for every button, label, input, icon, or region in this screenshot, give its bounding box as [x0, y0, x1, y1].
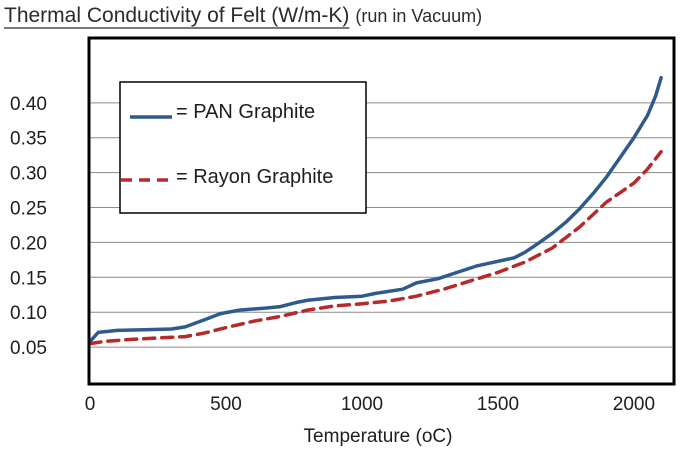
y-tick-label: 0.20 [10, 233, 47, 254]
y-tick-label: 0.05 [10, 338, 47, 359]
series-line-rayon-graphite [88, 149, 663, 346]
chart-subtitle: (run in Vacuum) [355, 6, 482, 26]
x-tick-labels: 0 500 1000 1500 2000 [85, 394, 655, 415]
series-layer [88, 75, 663, 346]
x-tick-label: 2000 [613, 394, 655, 415]
y-tick-label: 0.40 [10, 94, 47, 115]
legend: = PAN Graphite = Rayon Graphite [119, 81, 367, 214]
y-tick-label: 0.10 [10, 303, 47, 324]
y-tick-label: 0.15 [10, 268, 47, 289]
series-line-pan-graphite [88, 75, 663, 344]
x-tick-label: 0 [85, 394, 96, 415]
x-tick-label: 500 [210, 394, 242, 415]
y-tick-label: 0.30 [10, 164, 47, 185]
x-tick-label: 1000 [341, 394, 383, 415]
x-axis-label: Temperature (oC) [304, 426, 453, 447]
chart-title: Thermal Conductivity of Felt (W/m-K) [4, 4, 349, 27]
legend-label-rayon: = Rayon Graphite [176, 166, 333, 188]
y-tick-labels: 0.05 0.10 0.15 0.20 0.25 0.30 0.35 0.40 [10, 94, 47, 359]
legend-box [119, 81, 367, 214]
x-tick-label: 1500 [477, 394, 519, 415]
y-tick-label: 0.25 [10, 199, 47, 220]
legend-label-pan: = PAN Graphite [176, 101, 315, 123]
plot-frame [87, 36, 676, 386]
y-tick-label: 0.35 [10, 129, 47, 150]
